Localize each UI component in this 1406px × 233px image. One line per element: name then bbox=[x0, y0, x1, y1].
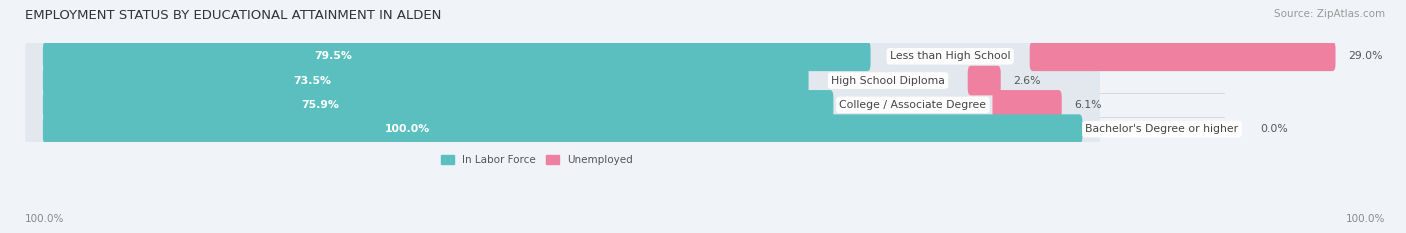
Legend: In Labor Force, Unemployed: In Labor Force, Unemployed bbox=[437, 151, 637, 169]
Text: 100.0%: 100.0% bbox=[1346, 214, 1385, 224]
Text: 100.0%: 100.0% bbox=[25, 214, 65, 224]
FancyBboxPatch shape bbox=[967, 66, 1001, 95]
Text: Less than High School: Less than High School bbox=[890, 51, 1011, 61]
Text: College / Associate Degree: College / Associate Degree bbox=[839, 100, 987, 110]
Text: High School Diploma: High School Diploma bbox=[831, 75, 945, 86]
FancyBboxPatch shape bbox=[25, 61, 1099, 100]
Text: 29.0%: 29.0% bbox=[1348, 51, 1382, 61]
FancyBboxPatch shape bbox=[993, 90, 1062, 120]
Text: 75.9%: 75.9% bbox=[301, 100, 339, 110]
Text: EMPLOYMENT STATUS BY EDUCATIONAL ATTAINMENT IN ALDEN: EMPLOYMENT STATUS BY EDUCATIONAL ATTAINM… bbox=[25, 9, 441, 22]
Text: 2.6%: 2.6% bbox=[1014, 75, 1040, 86]
FancyBboxPatch shape bbox=[25, 85, 1099, 124]
Text: Bachelor's Degree or higher: Bachelor's Degree or higher bbox=[1085, 124, 1239, 134]
Text: 73.5%: 73.5% bbox=[292, 75, 330, 86]
Text: 100.0%: 100.0% bbox=[385, 124, 430, 134]
FancyBboxPatch shape bbox=[44, 114, 1083, 144]
FancyBboxPatch shape bbox=[44, 41, 870, 71]
Text: 6.1%: 6.1% bbox=[1074, 100, 1102, 110]
FancyBboxPatch shape bbox=[1029, 41, 1336, 71]
FancyBboxPatch shape bbox=[25, 37, 1099, 76]
Text: 0.0%: 0.0% bbox=[1260, 124, 1288, 134]
FancyBboxPatch shape bbox=[44, 90, 834, 120]
FancyBboxPatch shape bbox=[25, 110, 1099, 149]
FancyBboxPatch shape bbox=[44, 66, 808, 95]
Text: Source: ZipAtlas.com: Source: ZipAtlas.com bbox=[1274, 9, 1385, 19]
Text: 79.5%: 79.5% bbox=[315, 51, 353, 61]
